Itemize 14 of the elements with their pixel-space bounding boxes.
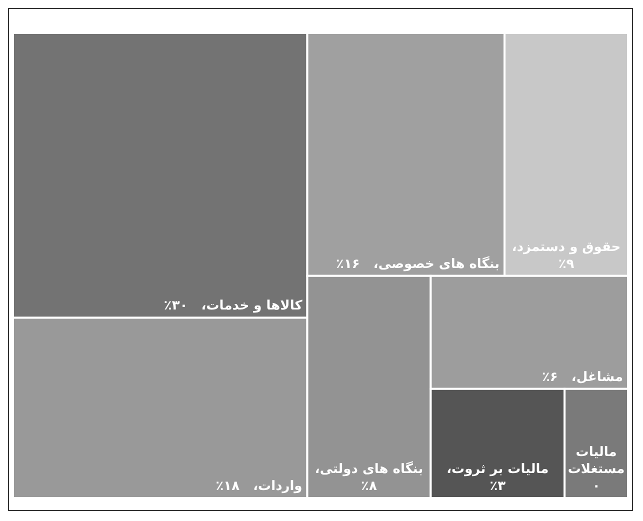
data-label: ٪۳۰ <box>164 298 188 314</box>
data-label: ٪۳ <box>490 479 506 494</box>
data-label: ٪۶ <box>542 370 558 385</box>
category-label: کالاها و خدمات، <box>201 298 303 314</box>
category-label: مالیات مستغلات <box>568 445 625 477</box>
data-label: ٪۱۸ <box>216 479 240 494</box>
data-label: ۰ <box>592 479 600 494</box>
category-label: بنگاه های خصوصی، <box>373 256 500 272</box>
category-label: مالیات بر ثروت، <box>446 462 549 477</box>
category-label: واردات، <box>253 479 302 494</box>
category-label: بنگاه های دولتی، <box>314 461 424 477</box>
category-label: مشاغل، <box>571 370 623 385</box>
data-label: ٪۱۶ <box>336 256 360 272</box>
data-label: ٪۸ <box>361 479 377 494</box>
